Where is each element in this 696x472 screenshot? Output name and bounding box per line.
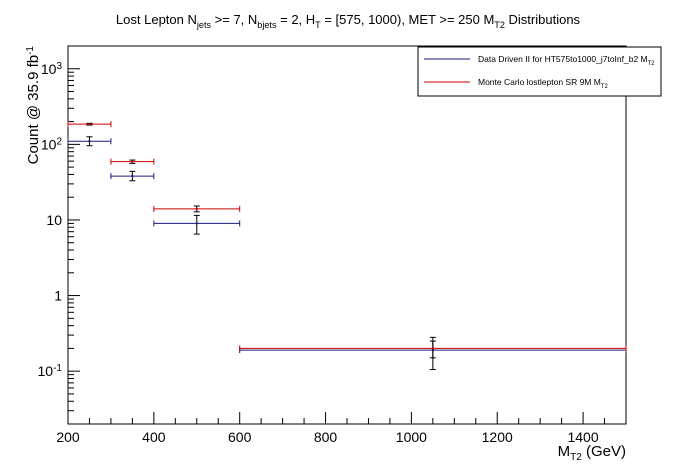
legend-label: Monte Carlo lostlepton SR 9M MT2 [478, 77, 608, 90]
x-tick-label: 200 [56, 429, 80, 445]
x-axis-title: MT2 (GeV) [558, 443, 626, 463]
y-tick-label: 10-1 [38, 363, 63, 380]
x-tick-label: 400 [142, 429, 166, 445]
series-0 [67, 136, 627, 371]
legend: Data Driven II for HT575to1000_j7toInf_b… [417, 46, 662, 97]
chart-title: Lost Lepton Njets >= 7, Nbjets = 2, HT =… [116, 12, 581, 30]
series-1 [67, 121, 627, 359]
data-series [67, 121, 627, 371]
data-point [153, 214, 241, 235]
data-point [153, 205, 241, 213]
y-tick-label: 1 [54, 288, 62, 304]
y-tick-label: 102 [41, 136, 63, 153]
marker [195, 222, 198, 225]
x-tick-label: 600 [228, 429, 252, 445]
legend-label: Data Driven II for HT575to1000_j7toInf_b… [478, 54, 655, 67]
data-point [67, 136, 112, 147]
x-tick-label: 800 [314, 429, 338, 445]
legend-box [417, 46, 662, 97]
x-tick-label: 1200 [482, 429, 513, 445]
data-point [67, 121, 112, 128]
plot-frame [67, 45, 627, 425]
y-axis-title: Count @ 35.9 fb-1 [25, 46, 43, 165]
y-axis: 10-1 1 10 102 103 [38, 45, 80, 425]
marker [131, 160, 134, 163]
x-axis: 200 400 600 800 1000 1200 1400 [56, 412, 627, 445]
marker [195, 207, 198, 211]
y-tick-label: 10 [46, 212, 62, 228]
x-tick-label: 1400 [567, 429, 598, 445]
marker [88, 140, 91, 143]
x-tick-label: 1000 [396, 429, 427, 445]
data-point [110, 170, 155, 182]
y-tick-label: 103 [41, 60, 63, 77]
data-point [110, 158, 155, 165]
marker [431, 347, 435, 350]
data-point [239, 340, 627, 359]
marker [88, 122, 91, 126]
marker [131, 174, 134, 178]
